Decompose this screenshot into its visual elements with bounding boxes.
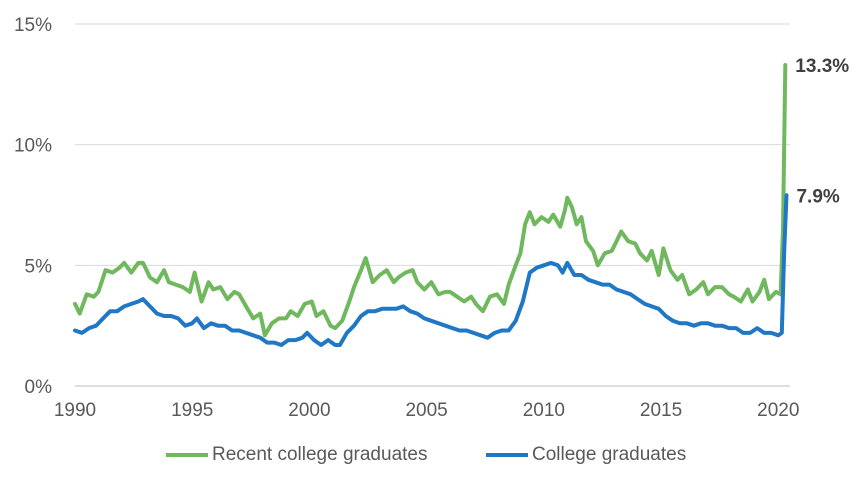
legend-swatch-green xyxy=(166,453,208,457)
legend-label: College graduates xyxy=(532,444,687,465)
x-tick-label: 2010 xyxy=(523,400,565,421)
legend-item-college-graduates: College graduates xyxy=(486,440,686,470)
gridlines xyxy=(75,23,790,387)
end-value-label: 13.3% xyxy=(795,56,849,77)
y-tick-label: 5% xyxy=(25,256,53,277)
legend-swatch-blue xyxy=(486,453,528,457)
x-tick-label: 1990 xyxy=(54,400,96,421)
x-tick-label: 1995 xyxy=(171,400,213,421)
y-tick-label: 10% xyxy=(14,136,52,157)
series-lines xyxy=(73,63,789,347)
series-line-college-graduates xyxy=(73,193,789,347)
legend-label: Recent college graduates xyxy=(212,444,428,465)
series-line-recent-college-graduates xyxy=(73,63,788,338)
legend: Recent college graduates College graduat… xyxy=(0,440,857,470)
x-tick-label: 2015 xyxy=(640,400,682,421)
end-value-label: 7.9% xyxy=(796,186,839,207)
y-tick-label: 0% xyxy=(25,377,53,398)
y-tick-label: 15% xyxy=(14,15,52,36)
y-axis-ticks: 0% 5% 10% 15% xyxy=(14,15,52,398)
x-axis-ticks: 1990 1995 2000 2005 2010 2015 2020 xyxy=(54,400,800,421)
end-labels: 13.3% 7.9% xyxy=(795,56,849,207)
legend-item-recent-graduates: Recent college graduates xyxy=(166,440,427,470)
x-tick-label: 2020 xyxy=(757,400,799,421)
x-tick-label: 2005 xyxy=(405,400,447,421)
x-tick-label: 2000 xyxy=(288,400,330,421)
